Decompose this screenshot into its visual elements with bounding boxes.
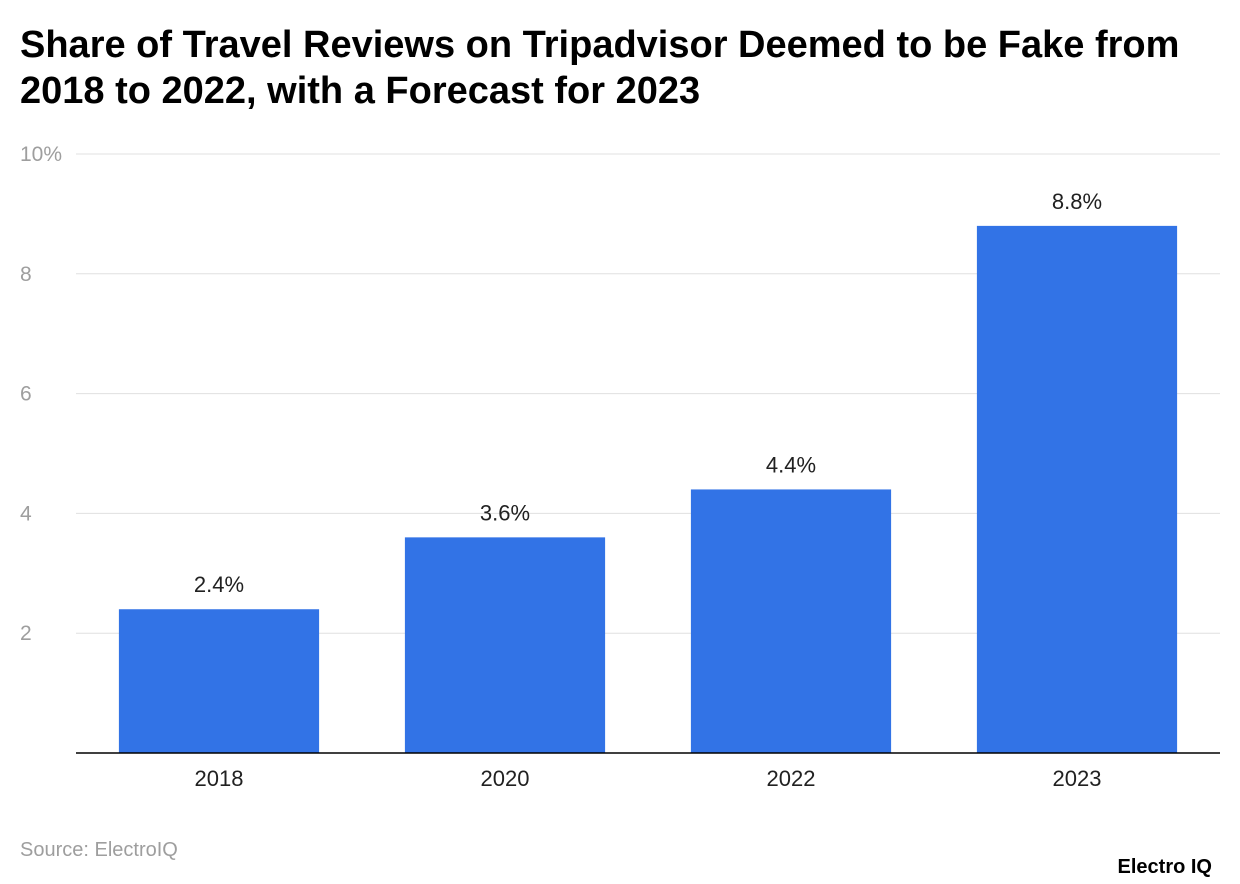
y-tick-label-2: 2 [20,622,32,645]
x-axis-ticks: 2018 2020 2022 2023 [195,766,1102,791]
x-tick-label-2020: 2020 [481,766,530,791]
bar-2020 [404,537,606,753]
bar-2018 [118,609,320,753]
chart-title: Share of Travel Reviews on Tripadvisor D… [20,24,1180,112]
data-label-2018: 2.4% [194,572,244,597]
bar-2022 [690,489,892,753]
y-tick-label-10: 10% [20,143,62,166]
data-labels: 2.4% 3.6% 4.4% 8.8% [194,189,1102,597]
y-tick-label-4: 4 [20,502,32,525]
x-tick-label-2022: 2022 [767,766,816,791]
x-tick-label-2023: 2023 [1053,766,1102,791]
source-note: Source: ElectroIQ [20,839,178,861]
bar-2023 [976,225,1178,753]
data-label-2023: 8.8% [1052,189,1102,214]
data-label-2022: 4.4% [766,452,816,477]
y-axis-ticks: 2 4 6 8 10% [20,143,62,645]
brand-logo-text: Electro IQ [1117,856,1212,878]
y-tick-label-8: 8 [20,263,32,286]
x-tick-label-2018: 2018 [195,766,244,791]
y-tick-label-6: 6 [20,383,32,406]
data-label-2020: 3.6% [480,500,530,525]
bars [118,225,1178,753]
